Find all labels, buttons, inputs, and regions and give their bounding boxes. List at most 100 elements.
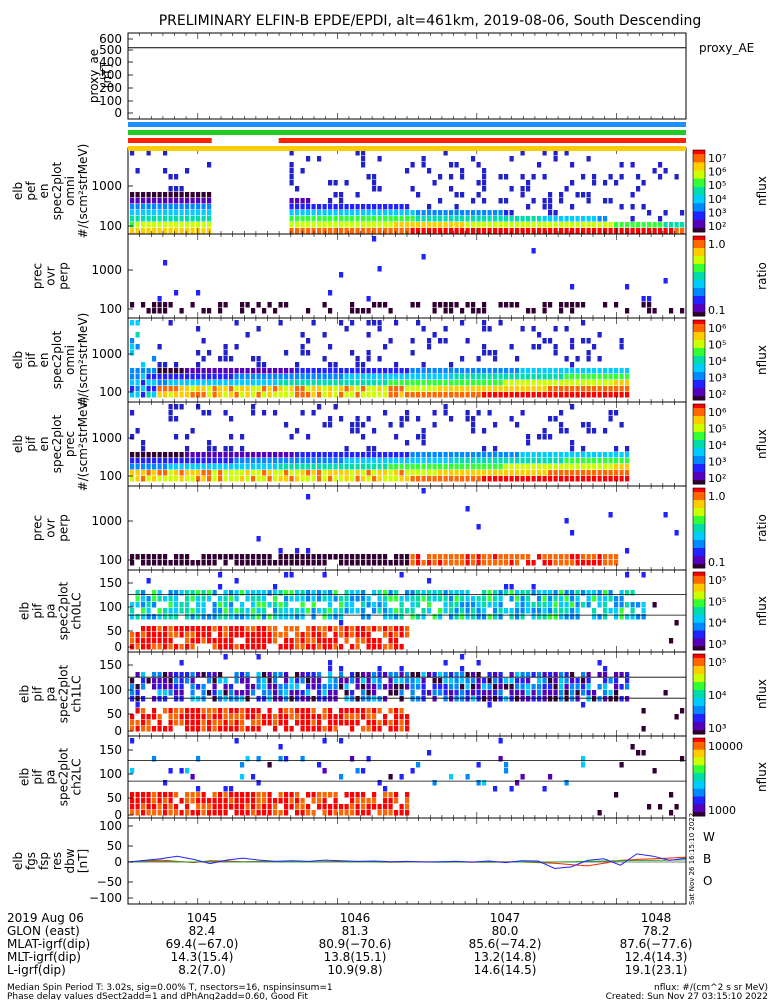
- heatmap-cell: [207, 216, 212, 222]
- heatmap-cell: [443, 464, 448, 470]
- heatmap-cell: [273, 464, 278, 470]
- heatmap-cell: [394, 554, 399, 560]
- heatmap-cell: [498, 476, 503, 482]
- heatmap-cell: [592, 464, 597, 470]
- colorbar-segment: [693, 188, 705, 192]
- colorbar-label: nflux: [755, 596, 769, 626]
- heatmap-cell: [196, 198, 201, 204]
- heatmap-cell: [163, 386, 168, 392]
- heatmap-cell: [284, 798, 289, 804]
- heatmap-cell: [240, 792, 245, 798]
- heatmap-cell: [179, 602, 184, 608]
- heatmap-cell: [333, 638, 338, 644]
- heatmap-cell: [377, 608, 382, 614]
- heatmap-cell: [410, 696, 415, 702]
- heatmap-cell: [196, 672, 201, 678]
- heatmap-cell: [564, 302, 569, 308]
- heatmap-cell: [471, 308, 476, 314]
- heatmap-cell: [130, 458, 135, 464]
- heatmap-cell: [355, 804, 360, 810]
- heatmap-cell: [179, 672, 184, 678]
- heatmap-cell: [300, 216, 305, 222]
- colorbar-segment: [693, 420, 705, 423]
- heatmap-cell: [399, 644, 404, 650]
- heatmap-cell: [295, 644, 300, 650]
- heatmap-cell: [174, 404, 179, 410]
- heatmap-cell: [317, 792, 322, 798]
- colorbar-segment: [693, 554, 705, 557]
- heatmap-cell: [289, 626, 294, 632]
- heatmap-cell: [141, 608, 146, 614]
- heatmap-cell: [515, 602, 520, 608]
- heatmap-cell: [366, 638, 371, 644]
- heatmap-cell: [520, 222, 525, 228]
- heatmap-cell: [471, 380, 476, 386]
- heatmap-cell: [504, 386, 509, 392]
- heatmap-cell: [471, 228, 476, 234]
- heatmap-cell: [201, 308, 206, 314]
- colorbar-segment: [693, 398, 705, 401]
- y-tick-label: 100: [99, 819, 122, 833]
- heatmap-cell: [273, 614, 278, 620]
- heatmap-cell: [339, 602, 344, 608]
- y-tick-label: 200: [99, 81, 122, 95]
- heatmap-cell: [460, 374, 465, 380]
- heatmap-cell: [284, 368, 289, 374]
- heatmap-cell: [608, 416, 613, 422]
- heatmap-cell: [256, 470, 261, 476]
- heatmap-cell: [625, 368, 630, 374]
- colorbar-segment: [693, 696, 705, 699]
- heatmap-cell: [663, 278, 668, 284]
- heatmap-cell: [427, 392, 432, 398]
- heatmap-cell: [614, 792, 619, 798]
- heatmap-cell: [289, 614, 294, 620]
- heatmap-cell: [509, 344, 514, 350]
- heatmap-cell: [608, 554, 613, 560]
- heatmap-cell: [476, 192, 481, 198]
- colorbar-tick: 10⁷: [708, 152, 726, 165]
- heatmap-cell: [267, 762, 272, 768]
- heatmap-cell: [163, 222, 168, 228]
- footer-row-2-value: 69.4(−67.0): [166, 937, 239, 951]
- colorbar-tick: 10⁶: [708, 406, 727, 419]
- heatmap-cell: [526, 308, 531, 314]
- heatmap-cell: [273, 804, 278, 810]
- heatmap-cell: [570, 446, 575, 452]
- heatmap-cell: [680, 228, 685, 234]
- heatmap-cell: [163, 690, 168, 696]
- heatmap-cell: [383, 804, 388, 810]
- heatmap-cell: [526, 560, 531, 566]
- heatmap-cell: [493, 380, 498, 386]
- colorbar-tick: 10⁵: [708, 179, 726, 192]
- heatmap-cell: [300, 708, 305, 714]
- colorbar-segment: [693, 298, 705, 301]
- heatmap-cell: [229, 626, 234, 632]
- heatmap-cell: [476, 690, 481, 696]
- heatmap-cell: [152, 216, 157, 222]
- heatmap-cell: [130, 222, 135, 228]
- heatmap-cell: [399, 572, 404, 578]
- heatmap-cell: [157, 638, 162, 644]
- heatmap-cell: [504, 696, 509, 702]
- heatmap-cell: [548, 690, 553, 696]
- heatmap-cell: [559, 228, 564, 234]
- heatmap-cell: [553, 210, 558, 216]
- heatmap-cell: [300, 560, 305, 566]
- heatmap-cell: [498, 678, 503, 684]
- heatmap-cell: [366, 756, 371, 762]
- heatmap-cell: [399, 470, 404, 476]
- heatmap-cell: [559, 380, 564, 386]
- heatmap-cell: [273, 602, 278, 608]
- heatmap-cell: [476, 524, 481, 530]
- y-label-line: spec2plot: [57, 581, 71, 640]
- heatmap-cell: [157, 672, 162, 678]
- heatmap-cell: [515, 216, 520, 222]
- heatmap-cell: [168, 470, 173, 476]
- heatmap-cell: [410, 464, 415, 470]
- heatmap-cell: [185, 434, 190, 440]
- heatmap-cell: [267, 804, 272, 810]
- heatmap-cell: [482, 216, 487, 222]
- colorbar-tick: 10²: [708, 220, 726, 233]
- heatmap-cell: [306, 632, 311, 638]
- heatmap-cell: [317, 714, 322, 720]
